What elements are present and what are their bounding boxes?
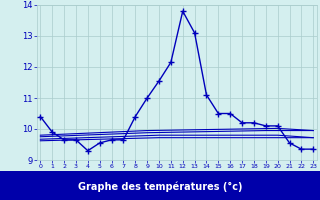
Text: Graphe des températures (°c): Graphe des températures (°c) — [78, 182, 242, 192]
